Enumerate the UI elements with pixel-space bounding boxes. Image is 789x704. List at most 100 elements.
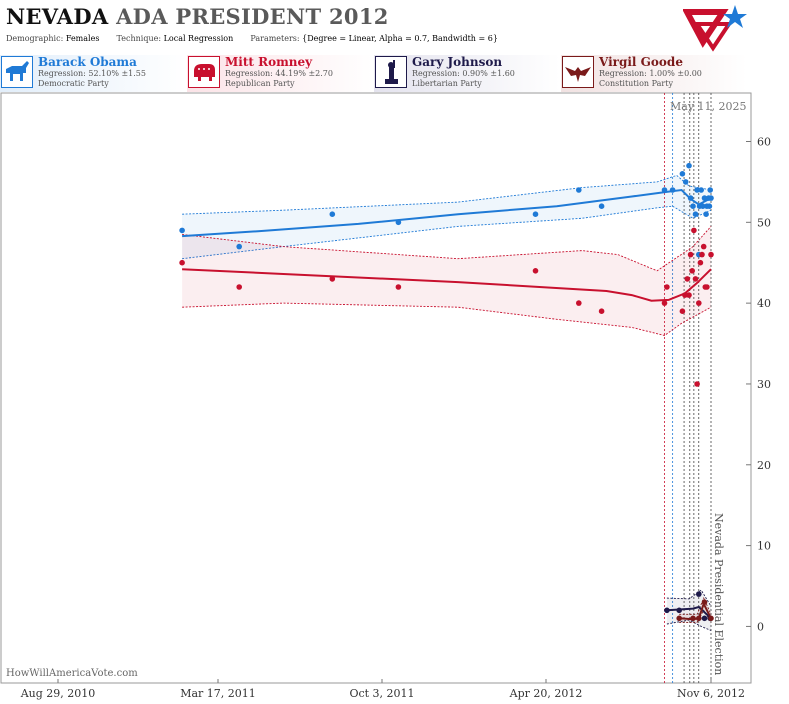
data-point-1-16 (692, 276, 699, 282)
data-point-3-1 (690, 615, 696, 622)
data-point-0-1 (236, 243, 242, 250)
data-point-1-18 (696, 300, 702, 306)
data-point-1-13 (687, 251, 694, 258)
data-point-1-9 (679, 308, 686, 315)
chart-parameters: Demographic: Females Technique: Local Re… (6, 34, 498, 43)
trend-line-1 (182, 268, 712, 302)
data-point-0-11 (686, 162, 692, 169)
data-point-2-2 (696, 591, 702, 597)
data-point-1-24 (708, 251, 714, 258)
data-point-1-6 (598, 308, 605, 315)
data-point-0-24 (706, 203, 713, 209)
candidate-party: Constitution Party (599, 79, 673, 88)
data-point-2-0 (664, 607, 670, 614)
data-point-1-1 (236, 284, 242, 290)
y-tick-label: 0 (757, 620, 764, 633)
technique-value: Local Regression (163, 34, 234, 43)
x-tick-label: Mar 17, 2011 (180, 687, 256, 700)
y-tick-label: 10 (757, 540, 771, 553)
technique-label: Technique: (116, 34, 162, 43)
candidate-name: Barack Obama (38, 55, 137, 69)
legend-candidate-johnson[interactable]: Gary Johnson Regression: 0.90% ±1.60 Lib… (374, 55, 560, 92)
data-point-1-0 (179, 259, 185, 266)
date-stamp: May 11, 2025 (670, 100, 747, 113)
candidate-name: Virgil Goode (599, 55, 683, 69)
data-point-0-26 (708, 195, 714, 201)
candidate-regression: Regression: 0.90% ±1.60 (412, 69, 515, 78)
data-point-3-4 (708, 615, 714, 622)
page-title: NEVADA ADA PRESIDENT 2012 (6, 4, 389, 29)
data-point-0-3 (395, 219, 402, 226)
data-point-0-19 (700, 203, 706, 209)
candidate-party: Libertarian Party (412, 79, 482, 88)
data-point-0-8 (669, 187, 676, 193)
x-tick-label: Nov 6, 2012 (677, 687, 745, 700)
data-point-0-20 (701, 195, 708, 201)
plot-area (0, 92, 752, 684)
data-point-3-0 (676, 615, 682, 622)
data-point-0-12 (687, 195, 694, 201)
band-lower-line-0 (182, 205, 712, 260)
data-point-1-12 (686, 292, 692, 298)
x-tick-label: Apr 20, 2012 (509, 687, 583, 700)
data-point-1-15 (691, 227, 697, 234)
data-point-0-18 (698, 187, 704, 193)
title-state: NEVADA (6, 4, 109, 29)
data-point-1-8 (664, 284, 670, 290)
data-point-1-4 (532, 268, 539, 274)
data-point-1-2 (329, 276, 336, 282)
site-logo-icon[interactable] (682, 2, 749, 52)
data-point-2-3 (701, 615, 708, 622)
data-point-2-1 (676, 607, 682, 614)
legend-candidate-romney[interactable]: Mitt Romney Regression: 44.19% ±2.70 Rep… (187, 55, 373, 92)
y-tick-label: 30 (757, 378, 771, 391)
data-point-0-21 (703, 211, 709, 217)
candidate-name: Mitt Romney (225, 55, 313, 69)
x-tick-label: Aug 29, 2010 (20, 687, 96, 700)
y-tick-label: 60 (757, 135, 771, 148)
y-tick-label: 50 (757, 216, 771, 229)
donkey-icon (1, 56, 33, 88)
candidate-party: Republican Party (225, 79, 295, 88)
plot-frame (0, 92, 752, 684)
data-point-0-2 (329, 211, 336, 217)
parameters-value: {Degree = Linear, Alpha = 0.7, Bandwidth… (302, 34, 498, 43)
data-points (179, 162, 714, 622)
data-point-3-3 (701, 599, 708, 605)
band-lower-line-2 (666, 619, 712, 631)
legend-candidate-goode[interactable]: Virgil Goode Regression: 1.00% ±0.00 Con… (561, 55, 747, 92)
data-point-1-7 (661, 300, 668, 306)
legend-candidate-obama[interactable]: Barack Obama Regression: 52.10% ±1.55 De… (0, 55, 186, 92)
data-point-0-4 (532, 211, 539, 217)
y-tick-label: 20 (757, 459, 771, 472)
band-upper-line-0 (182, 174, 712, 215)
band-upper-line-2 (666, 589, 712, 607)
watermark: HowWillAmericaVote.com (6, 668, 138, 679)
data-point-0-15 (694, 187, 700, 193)
trend-line-0 (182, 188, 712, 238)
confidence-band-0 (182, 175, 712, 259)
data-point-0-25 (707, 187, 713, 193)
band-upper-line-3 (679, 596, 712, 615)
candidate-name: Gary Johnson (412, 55, 503, 69)
y-tick-label: 40 (757, 297, 771, 310)
candidate-party: Democratic Party (38, 79, 109, 88)
data-point-0-9 (679, 171, 686, 177)
x-tick-label: Oct 3, 2011 (349, 687, 414, 700)
data-point-0-14 (692, 211, 699, 217)
data-point-1-5 (576, 300, 582, 306)
data-point-1-14 (689, 268, 695, 274)
title-rest: ADA PRESIDENT 2012 (116, 4, 389, 29)
data-point-1-21 (700, 243, 707, 250)
elephant-icon (188, 56, 220, 88)
election-label: Nevada Presidential Election (712, 513, 725, 676)
data-point-0-7 (661, 187, 668, 193)
data-point-1-3 (395, 284, 402, 290)
data-point-0-0 (179, 227, 185, 234)
trend-line-2 (666, 605, 712, 620)
band-upper-line-1 (182, 226, 712, 272)
band-lower-line-1 (182, 302, 712, 336)
x-axis: Aug 29, 2010 Mar 17, 2011 Oct 3, 2011 Apr 2… (20, 679, 745, 700)
data-point-1-19 (697, 259, 704, 266)
